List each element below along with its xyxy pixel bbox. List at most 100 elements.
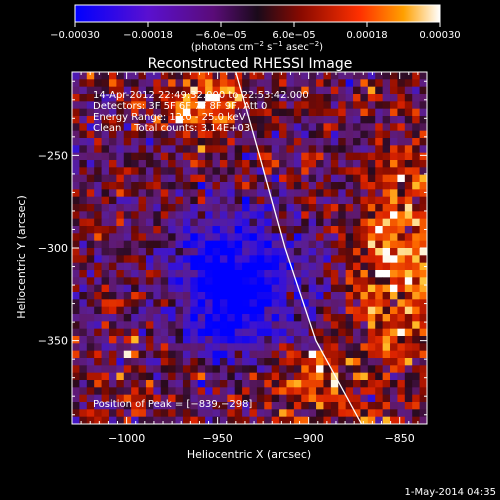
- heatmap-cell: [397, 394, 406, 403]
- heatmap-cell: [101, 416, 110, 424]
- heatmap-cell: [293, 306, 302, 315]
- heatmap-cell: [301, 314, 310, 322]
- heatmap-cell: [308, 204, 317, 212]
- heatmap-cell: [219, 108, 228, 117]
- heatmap-cell: [242, 372, 250, 381]
- heatmap-cell: [168, 358, 176, 366]
- heatmap-cell: [94, 240, 102, 249]
- heatmap-cell: [175, 350, 184, 359]
- heatmap-cell: [123, 402, 132, 410]
- heatmap-cell: [338, 79, 347, 88]
- heatmap-cell: [212, 365, 221, 374]
- heatmap-cell: [190, 358, 199, 366]
- heatmap-cell: [419, 343, 427, 352]
- heatmap-cell: [86, 160, 95, 168]
- heatmap-cell: [234, 314, 243, 322]
- heatmap-cell: [79, 416, 88, 424]
- heatmap-cell: [153, 72, 162, 80]
- heatmap-cell: [182, 284, 191, 293]
- heatmap-cell: [397, 248, 406, 256]
- heatmap-cell: [116, 145, 125, 154]
- heatmap-cell: [293, 152, 302, 161]
- heatmap-cell: [301, 116, 310, 124]
- heatmap-cell: [242, 167, 250, 176]
- heatmap-cell: [375, 226, 384, 234]
- heatmap-cell: [153, 284, 162, 293]
- heatmap-cell: [94, 270, 102, 278]
- heatmap-cell: [138, 409, 147, 418]
- heatmap-cell: [86, 189, 95, 198]
- heatmap-cell: [108, 292, 117, 300]
- heatmap-cell: [205, 416, 213, 424]
- heatmap-cell: [197, 72, 206, 80]
- heatmap-cell: [145, 123, 154, 132]
- heatmap-cell: [116, 182, 125, 190]
- heatmap-cell: [382, 292, 391, 300]
- heatmap-cell: [308, 270, 317, 278]
- heatmap-cell: [293, 336, 302, 344]
- heatmap-cell: [138, 262, 147, 271]
- heatmap-cell: [271, 233, 280, 242]
- heatmap-cell: [131, 402, 139, 410]
- heatmap-cell: [94, 123, 102, 132]
- heatmap-cell: [353, 240, 361, 249]
- heatmap-cell: [72, 284, 80, 293]
- heatmap-cell: [72, 248, 80, 256]
- heatmap-cell: [397, 255, 406, 264]
- heatmap-cell: [86, 152, 95, 161]
- heatmap-cell: [145, 101, 154, 110]
- heatmap-cell: [323, 204, 332, 212]
- heatmap-cell: [160, 174, 169, 183]
- heatmap-cell: [212, 284, 221, 293]
- heatmap-cell: [316, 101, 324, 110]
- heatmap-cell: [345, 160, 354, 168]
- heatmap-cell: [271, 292, 280, 300]
- heatmap-cell: [234, 328, 243, 337]
- heatmap-cell: [375, 189, 384, 198]
- heatmap-cell: [234, 299, 243, 308]
- heatmap-cell: [108, 394, 117, 403]
- heatmap-cell: [153, 328, 162, 337]
- heatmap-cell: [367, 292, 376, 300]
- heatmap-cell: [360, 387, 369, 396]
- heatmap-cell: [286, 152, 295, 161]
- heatmap-cell: [293, 358, 302, 366]
- heatmap-cell: [323, 372, 332, 381]
- heatmap-cell: [353, 233, 361, 242]
- heatmap-cell: [375, 94, 384, 102]
- heatmap-cell: [345, 314, 354, 322]
- heatmap-cell: [264, 116, 273, 124]
- heatmap-cell: [205, 160, 213, 168]
- heatmap-cell: [264, 152, 273, 161]
- heatmap-cell: [72, 365, 80, 374]
- heatmap-cell: [168, 299, 176, 308]
- heatmap-cell: [256, 196, 265, 205]
- heatmap-cell: [353, 138, 361, 146]
- heatmap-cell: [353, 402, 361, 410]
- heatmap-cell: [182, 240, 191, 249]
- heatmap-cell: [308, 108, 317, 117]
- heatmap-cell: [190, 116, 199, 124]
- heatmap-cell: [412, 372, 421, 381]
- heatmap-cell: [382, 123, 391, 132]
- heatmap-cell: [175, 292, 184, 300]
- heatmap-cell: [101, 402, 110, 410]
- heatmap-cell: [360, 130, 369, 139]
- heatmap-cell: [412, 358, 421, 366]
- heatmap-cell: [404, 248, 413, 256]
- heatmap-cell: [397, 270, 406, 278]
- heatmap-cell: [227, 321, 236, 330]
- heatmap-cell: [131, 277, 139, 286]
- heatmap-cell: [360, 416, 369, 424]
- heatmap-cell: [323, 152, 332, 161]
- heatmap-cell: [138, 402, 147, 410]
- heatmap-cell: [316, 321, 324, 330]
- heatmap-cell: [345, 72, 354, 80]
- heatmap-cell: [390, 321, 398, 330]
- heatmap-cell: [256, 306, 265, 315]
- heatmap-cell: [182, 211, 191, 220]
- heatmap-cell: [279, 94, 287, 102]
- heatmap-cell: [227, 204, 236, 212]
- heatmap-cell: [293, 116, 302, 124]
